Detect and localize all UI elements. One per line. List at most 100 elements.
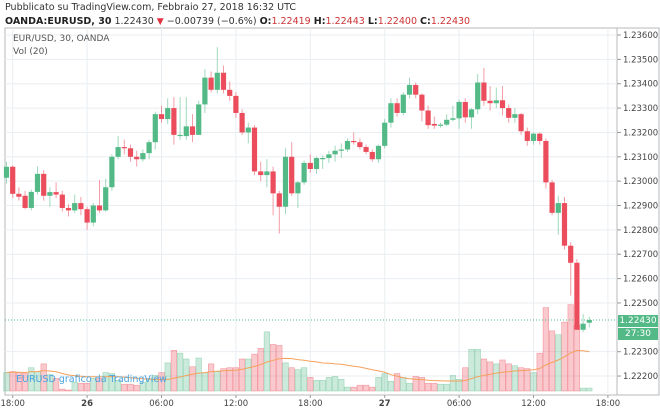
candle — [3, 161, 10, 184]
candle-body — [65, 207, 72, 211]
candle — [227, 81, 233, 101]
volume-bar — [548, 330, 556, 392]
candle-body — [78, 203, 84, 210]
candle — [537, 132, 543, 145]
volume-bar — [121, 383, 128, 392]
candle-body — [388, 103, 394, 123]
volume-bar — [418, 377, 426, 392]
candle — [450, 105, 456, 122]
candle — [109, 154, 115, 191]
volume-bar — [139, 381, 147, 392]
volume-bar — [486, 361, 494, 392]
volume-bar — [21, 373, 29, 392]
candle — [127, 144, 134, 162]
volume-bar — [331, 376, 339, 392]
volume-bar — [579, 387, 587, 392]
candle-body — [549, 182, 555, 213]
volume-bar — [239, 358, 246, 392]
candle — [189, 114, 196, 143]
volume-bar — [195, 357, 202, 392]
time-tick-label: 06:00 — [447, 399, 472, 409]
candle — [264, 159, 270, 188]
candle — [84, 206, 90, 230]
candle — [382, 119, 388, 149]
candle-body — [3, 166, 10, 178]
time-tick-label: 06:00 — [149, 399, 174, 409]
high-value: 1.22443 — [325, 16, 365, 27]
candle-body — [493, 100, 499, 104]
candle — [344, 138, 351, 152]
candle-body — [28, 191, 34, 208]
symbol-label: OANDA:EURUSD, 30 — [5, 16, 112, 27]
candle — [233, 92, 239, 118]
candle — [41, 170, 47, 201]
candle — [72, 194, 78, 213]
time-tick-label: 18:00 — [0, 399, 25, 409]
candle — [78, 196, 84, 216]
volume-bar — [65, 389, 72, 392]
candle — [65, 204, 72, 217]
volume-bar — [375, 377, 382, 392]
volume-bar — [282, 362, 289, 392]
candle-body — [59, 194, 65, 208]
volume-bar — [350, 386, 357, 392]
candle-body — [53, 192, 59, 195]
last-price: 1.22430 — [114, 16, 154, 27]
volume-bar — [294, 369, 302, 392]
volume-bar — [226, 367, 233, 392]
candle — [214, 47, 220, 94]
volume-bar — [474, 348, 481, 392]
volume-bar — [493, 363, 500, 392]
candle-body — [10, 166, 16, 194]
candle — [22, 190, 28, 210]
candle — [357, 138, 363, 150]
candle — [475, 73, 481, 115]
time-tick-label: 12:00 — [521, 399, 546, 409]
candle-body — [344, 140, 351, 150]
candle-body — [462, 101, 468, 118]
candle — [363, 144, 369, 155]
candle-body — [165, 108, 171, 120]
candle — [16, 187, 22, 201]
candle — [115, 136, 121, 160]
candle — [245, 122, 251, 144]
candle — [456, 99, 462, 129]
candle — [239, 109, 245, 135]
price-tick-label: 1.22200 — [623, 372, 658, 382]
candle-body — [103, 187, 109, 211]
candle-body — [499, 100, 506, 109]
watermark-link[interactable]: EURUSD grafico da TradingView — [16, 374, 167, 385]
candle — [351, 132, 357, 145]
volume-bar — [505, 363, 512, 392]
volume-bar — [77, 382, 84, 392]
volume-bar — [573, 324, 580, 392]
volume-legend[interactable]: Vol (20) — [13, 47, 48, 57]
candle-body — [202, 77, 208, 105]
volume-bar — [220, 368, 227, 392]
candle-body — [41, 173, 47, 196]
candle — [220, 65, 227, 94]
series-legend[interactable]: EUR/USD, 30, OANDA — [13, 34, 110, 44]
volume-bar — [400, 377, 407, 392]
candle — [419, 93, 425, 122]
candle-body — [220, 72, 227, 90]
volume-bar — [133, 384, 140, 392]
candle — [103, 178, 109, 212]
price-tick-label: 1.23100 — [623, 153, 658, 163]
candle-body — [444, 119, 450, 125]
volume-bar — [59, 388, 66, 392]
candle-body — [196, 104, 202, 135]
candle — [462, 98, 468, 123]
candle-body — [264, 171, 270, 176]
volume-bar — [158, 372, 165, 392]
volume-bar — [449, 375, 457, 392]
volume-bar — [424, 382, 432, 392]
volume-bar — [52, 378, 60, 392]
volume-bar — [46, 374, 53, 392]
high-label: H: — [313, 16, 326, 27]
volume-bar — [369, 386, 376, 392]
volume-bar — [300, 367, 308, 392]
volume-bar — [96, 378, 103, 392]
candle-body — [72, 203, 78, 211]
